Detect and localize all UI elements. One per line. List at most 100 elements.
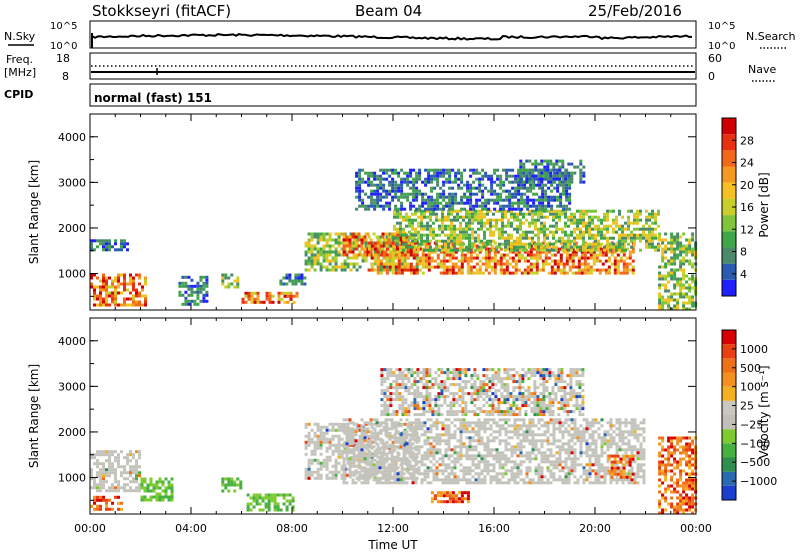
power-echo-cell	[645, 242, 648, 246]
velocity-echo-cell	[381, 481, 385, 485]
velocity-echo-cell	[414, 478, 418, 482]
power-echo-cell	[489, 230, 492, 234]
power-echo-cell	[670, 244, 674, 248]
power-echo-cell	[475, 186, 479, 190]
velocity-echo-cell	[348, 430, 352, 434]
velocity-echo-cell	[360, 451, 364, 455]
velocity-echo-cell	[456, 478, 460, 482]
velocity-echo-cell	[111, 501, 114, 505]
power-echo-cell	[540, 224, 543, 228]
power-echo-cell	[523, 259, 527, 263]
power-echo-cell	[543, 239, 546, 243]
power-echo-cell	[648, 236, 651, 240]
power-echo-cell	[670, 268, 674, 272]
power-echo-cell	[490, 180, 494, 184]
power-echo-cell	[465, 227, 468, 231]
power-echo-cell	[454, 262, 458, 266]
power-echo-cell	[547, 256, 551, 260]
velocity-echo-cell	[331, 473, 335, 477]
velocity-echo-cell	[453, 472, 457, 476]
velocity-echo-cell	[468, 436, 472, 440]
power-echo-cell	[559, 253, 563, 257]
velocity-echo-cell	[355, 422, 359, 426]
power-echo-cell	[679, 244, 683, 248]
velocity-echo-cell	[369, 475, 373, 479]
power-echo-cell	[477, 218, 480, 222]
power-echo-cell	[357, 253, 361, 257]
power-echo-cell	[679, 292, 683, 296]
power-echo-cell	[427, 207, 431, 211]
power-echo-cell	[555, 227, 558, 231]
power-echo-cell	[592, 268, 596, 272]
velocity-echo-cell	[498, 427, 502, 431]
power-echo-cell	[628, 262, 632, 266]
velocity-echo-cell	[111, 465, 114, 469]
power-echo-cell	[108, 242, 111, 246]
velocity-echo-cell	[525, 427, 529, 431]
velocity-echo-cell	[399, 433, 403, 437]
power-echo-cell	[592, 250, 596, 254]
power-echo-cell	[499, 174, 503, 178]
power-echo-cell	[221, 273, 225, 277]
velocity-echo-cell	[267, 496, 271, 500]
power-echo-cell	[445, 168, 449, 172]
power-echo-cell	[322, 253, 326, 257]
velocity-echo-cell	[155, 486, 159, 490]
power-echo-cell	[522, 215, 525, 219]
power-ytick-label: 4000	[58, 131, 86, 144]
velocity-echo-cell	[486, 454, 490, 458]
power-echo-cell	[373, 201, 377, 205]
power-echo-cell	[475, 253, 479, 257]
power-echo-cell	[459, 215, 462, 219]
power-echo-cell	[397, 198, 401, 202]
power-echo-cell	[456, 218, 459, 222]
power-echo-cell	[385, 189, 389, 193]
velocity-echo-cell	[325, 428, 329, 432]
velocity-echo-cell	[352, 470, 356, 474]
velocity-echo-cell	[447, 481, 451, 485]
power-echo-cell	[435, 245, 438, 249]
power-echo-cell	[667, 298, 671, 302]
velocity-echo-cell	[381, 421, 385, 425]
power-echo-cell	[132, 303, 135, 307]
power-echo-cell	[453, 239, 456, 243]
power-echo-cell	[325, 232, 329, 236]
power-echo-cell	[568, 207, 572, 211]
power-echo-cell	[639, 236, 642, 240]
power-echo-cell	[528, 236, 531, 240]
power-echo-cell	[457, 268, 461, 272]
power-colorbar-segment	[722, 134, 736, 151]
velocity-echo-cell	[477, 427, 481, 431]
power-echo-cell	[627, 236, 630, 240]
power-echo-cell	[540, 209, 543, 213]
power-echo-cell	[340, 232, 344, 236]
power-echo-cell	[613, 268, 617, 272]
velocity-echo-cell	[334, 467, 338, 471]
power-echo-cell	[502, 204, 506, 208]
power-echo-cell	[453, 233, 456, 237]
power-echo-cell	[250, 291, 254, 295]
power-echo-cell	[93, 285, 96, 289]
velocity-echo-cell	[504, 442, 508, 446]
power-echo-cell	[594, 227, 597, 231]
power-echo-cell	[382, 177, 386, 181]
power-echo-cell	[247, 297, 251, 301]
power-echo-cell	[561, 171, 565, 175]
velocity-echo-cell	[408, 463, 412, 467]
power-echo-cell	[541, 198, 545, 202]
power-echo-cell	[412, 268, 416, 272]
power-echo-cell	[304, 268, 308, 272]
power-echo-cell	[483, 221, 486, 225]
power-echo-cell	[459, 236, 462, 240]
velocity-echo-cell	[462, 445, 466, 449]
velocity-echo-cell	[322, 425, 326, 429]
power-echo-cell	[451, 198, 455, 202]
power-echo-cell	[123, 239, 126, 243]
power-echo-cell	[522, 180, 526, 184]
velocity-echo-cell	[354, 454, 358, 458]
power-echo-cell	[648, 224, 651, 228]
velocity-echo-cell	[510, 466, 514, 470]
velocity-echo-cell	[480, 439, 484, 443]
velocity-echo-cell	[331, 476, 335, 480]
power-echo-cell	[409, 262, 413, 266]
